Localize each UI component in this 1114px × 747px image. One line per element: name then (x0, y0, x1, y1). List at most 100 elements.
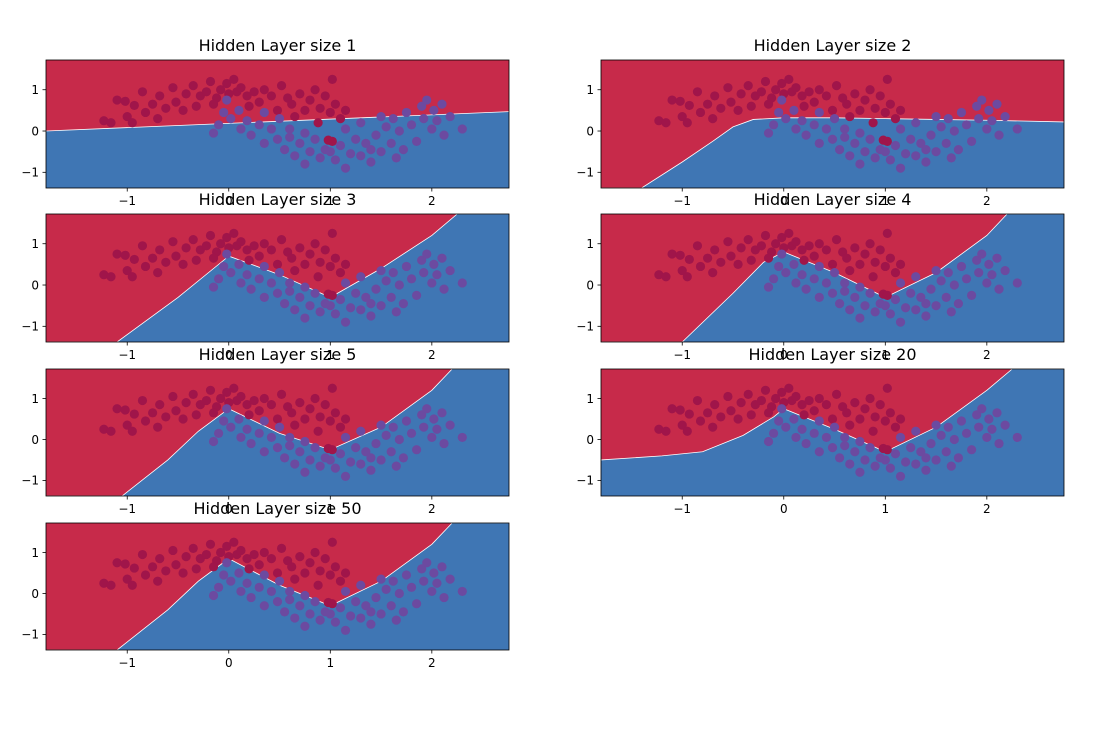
data-point (882, 383, 892, 393)
data-point (926, 284, 936, 294)
data-point (890, 268, 901, 278)
data-point (880, 416, 890, 426)
data-point (351, 288, 361, 298)
data-point (821, 245, 832, 255)
data-point (769, 428, 779, 438)
data-point (340, 432, 351, 443)
data-point (821, 124, 832, 134)
data-point (885, 309, 895, 319)
data-point (882, 74, 892, 85)
data-point (290, 305, 300, 315)
data-point (801, 438, 811, 449)
data-point (272, 288, 283, 298)
data-point (1000, 420, 1010, 430)
data-point (178, 414, 188, 424)
data-point (855, 436, 865, 447)
data-point (310, 597, 320, 607)
y-tick-label: 0 (31, 124, 39, 138)
data-point (140, 107, 151, 118)
data-point (234, 105, 244, 115)
data-point (677, 265, 687, 276)
data-point (875, 245, 885, 255)
data-point (797, 245, 807, 255)
data-point (305, 249, 315, 259)
data-point (804, 241, 814, 251)
data-point (845, 459, 855, 469)
x-tick-label: −1 (118, 656, 136, 670)
data-point (381, 430, 391, 440)
y-tick-label: 1 (586, 237, 594, 251)
data-point (340, 586, 351, 597)
data-point (763, 99, 774, 109)
data-point (259, 393, 269, 404)
data-point (931, 420, 941, 430)
data-point (335, 449, 346, 459)
data-point (327, 537, 337, 547)
data-point (249, 395, 259, 406)
data-point (882, 228, 892, 239)
data-point (120, 96, 130, 106)
y-tick-label: −1 (576, 320, 594, 334)
data-point (882, 290, 892, 300)
data-point (799, 255, 809, 265)
data-point (381, 276, 391, 286)
decision-boundary (601, 369, 1064, 461)
data-point (155, 91, 165, 101)
data-point (376, 265, 386, 276)
data-point (153, 576, 163, 586)
data-point (266, 432, 277, 443)
data-point (661, 426, 671, 436)
data-point (956, 107, 967, 118)
data-point (127, 580, 137, 590)
data-point (885, 253, 895, 263)
data-point (315, 566, 325, 576)
data-point (726, 406, 736, 416)
data-point (266, 278, 277, 288)
data-point (746, 255, 756, 265)
data-point (208, 408, 219, 418)
data-point (120, 250, 130, 260)
data-point (437, 253, 447, 263)
data-point (371, 284, 381, 294)
data-point (106, 426, 116, 436)
data-point (376, 420, 386, 430)
data-point (381, 122, 391, 132)
data-point (325, 147, 335, 157)
data-point (305, 147, 315, 157)
data-point (346, 149, 356, 159)
data-point (222, 232, 232, 243)
data-point (774, 416, 784, 426)
data-point (325, 261, 335, 272)
data-point (290, 459, 300, 469)
data-point (388, 422, 398, 432)
data-point (982, 278, 992, 288)
data-point (961, 120, 972, 130)
data-point (208, 590, 219, 601)
data-point (259, 138, 269, 149)
data-point (106, 272, 116, 282)
data-point (280, 607, 290, 617)
data-point (831, 235, 842, 245)
data-point (266, 124, 277, 134)
data-point (274, 576, 285, 586)
data-point (356, 459, 366, 469)
data-point (941, 138, 951, 149)
data-point (222, 95, 232, 105)
data-point (181, 89, 191, 99)
subplot-title: Hidden Layer size 2 (754, 36, 912, 55)
data-point (272, 105, 283, 115)
scatter-points (99, 537, 467, 635)
data-point (153, 422, 163, 432)
data-point (419, 114, 429, 124)
data-point (412, 599, 422, 609)
data-point (330, 408, 340, 418)
data-point (391, 615, 401, 625)
data-point (880, 147, 890, 157)
data-point (870, 461, 880, 471)
data-point (419, 576, 429, 586)
data-point (254, 97, 264, 107)
data-point (356, 272, 366, 282)
data-point (327, 383, 337, 393)
data-point (763, 253, 774, 263)
data-point (155, 554, 165, 564)
